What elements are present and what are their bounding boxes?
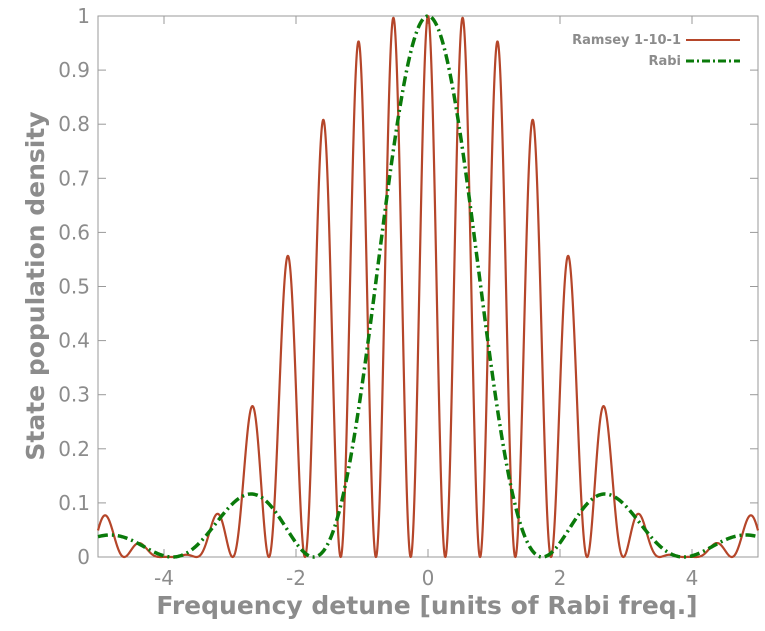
series-line-rabi (97, 14, 759, 559)
x-axis-title: Frequency detune [units of Rabi freq.] (156, 591, 697, 620)
y-tick-label: 0.7 (58, 166, 90, 190)
y-axis-title: State population density (21, 111, 50, 460)
x-tick-label: -2 (286, 566, 306, 590)
legend: Ramsey 1-10-1 Rabi (572, 33, 740, 69)
y-tick-label: 0.9 (58, 58, 90, 82)
y-tick-label: 0.2 (58, 437, 90, 461)
legend-label-rabi: Rabi (648, 54, 681, 69)
x-tick-label: -4 (154, 566, 174, 590)
y-tick-label: 0.4 (58, 329, 90, 353)
x-tick-label: 2 (554, 566, 567, 590)
y-tick-label: 1 (77, 4, 90, 28)
y-tick-label: 0.1 (58, 491, 90, 515)
legend-label-ramsey: Ramsey 1-10-1 (572, 33, 681, 48)
y-tick-label: 0 (77, 545, 90, 569)
plot-area: -4 -2 0 2 4 0 0.1 0.2 0.3 0.4 0.5 0.6 0.7 0.8 0.9 1 (58, 4, 760, 590)
x-tick-label: 0 (422, 566, 435, 590)
y-tick-label: 0.5 (58, 275, 90, 299)
series-line-ramsey (96, 14, 760, 559)
y-tick-label: 0.8 (58, 112, 90, 136)
y-tick-label: 0.6 (58, 220, 90, 244)
plot-frame (97, 15, 759, 558)
x-tick-label: 4 (686, 566, 699, 590)
y-tick-label: 0.3 (58, 383, 90, 407)
